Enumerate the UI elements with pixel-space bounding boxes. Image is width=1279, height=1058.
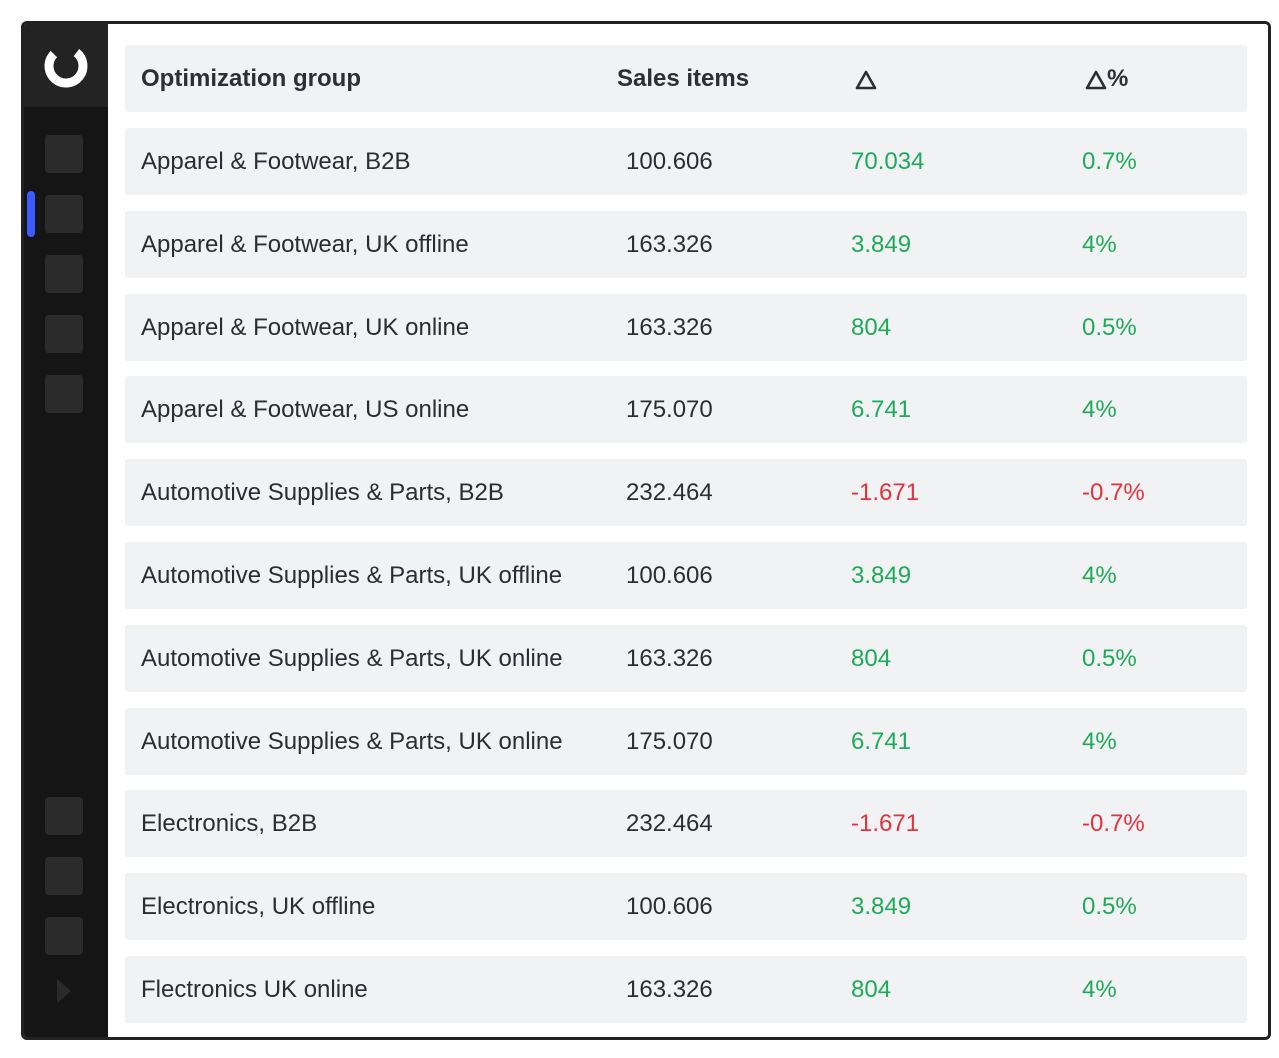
table-row[interactable]: Apparel & Footwear, UK offline 163.326 3.8… xyxy=(125,210,1247,278)
cell-sales-items: 175.070 xyxy=(626,727,713,755)
percent-label: % xyxy=(1107,65,1129,92)
app-window: Optimization group Sales items % Apparel… xyxy=(21,21,1271,1040)
nav-item-7[interactable] xyxy=(45,857,83,895)
table-row[interactable]: Electronics, B2B 232.464 -1.671 -0.7% xyxy=(125,790,1247,858)
cell-delta: 3.849 xyxy=(851,562,912,589)
cell-sales-items: 100.606 xyxy=(626,148,713,175)
cell-sales-items: 100.606 xyxy=(626,893,713,921)
cell-delta-percent: 0.7% xyxy=(1082,148,1137,175)
table-row[interactable]: Automotive Supplies & Parts, UK online 16… xyxy=(125,624,1247,692)
table-row[interactable]: Apparel & Footwear, B2B 100.606 70.034 0.7% xyxy=(125,128,1247,195)
cell-sales-items: 232.464 xyxy=(626,810,713,838)
nav-item-1[interactable] xyxy=(45,135,83,173)
cell-delta: -1.671 xyxy=(851,479,920,507)
nav-item-8[interactable] xyxy=(45,917,83,955)
active-nav-indicator xyxy=(27,191,35,237)
cell-sales-items: 163.326 xyxy=(626,230,713,258)
nav-item-4[interactable] xyxy=(45,315,83,353)
main-content: Optimization group Sales items % Apparel… xyxy=(108,24,1268,1037)
header-delta-percent[interactable]: % xyxy=(1085,45,1128,112)
cell-delta-percent: 4% xyxy=(1082,230,1117,258)
cell-optimization-group: Apparel & Footwear, UK offline xyxy=(141,230,469,258)
cell-delta: 3.849 xyxy=(851,230,912,258)
ring-logo-icon xyxy=(44,44,88,87)
table-row[interactable]: Flectronics UK online 163.326 804 4% xyxy=(125,956,1247,1023)
cell-delta-percent: 0.5% xyxy=(1082,644,1137,672)
table-row[interactable]: Apparel & Footwear, US online 175.070 6.74… xyxy=(125,376,1247,444)
cell-delta: 804 xyxy=(851,313,892,341)
cell-optimization-group: Automotive Supplies & Parts, UK online xyxy=(141,644,563,672)
delta-icon xyxy=(1085,70,1107,89)
cell-sales-items: 163.326 xyxy=(626,976,713,1003)
cell-delta-percent: 0.5% xyxy=(1082,313,1137,341)
table-row[interactable]: Apparel & Footwear, UK online 163.326 804 0… xyxy=(125,293,1247,361)
table-header: Optimization group Sales items % xyxy=(125,45,1247,112)
expand-arrow-icon[interactable] xyxy=(57,979,71,1003)
delta-icon xyxy=(855,70,877,89)
cell-delta-percent: -0.7% xyxy=(1082,810,1145,838)
cell-sales-items: 232.464 xyxy=(626,479,713,507)
cell-optimization-group: Apparel & Footwear, B2B xyxy=(141,148,411,175)
header-delta[interactable] xyxy=(855,45,877,112)
header-optimization-group[interactable]: Optimization group xyxy=(141,65,361,92)
cell-optimization-group: Electronics, B2B xyxy=(141,810,318,838)
cell-delta: 70.034 xyxy=(851,148,925,175)
cell-delta-percent: 0.5% xyxy=(1082,893,1137,921)
nav-item-2[interactable] xyxy=(45,195,83,233)
cell-delta: -1.671 xyxy=(851,810,920,838)
cell-sales-items: 175.070 xyxy=(626,396,713,424)
cell-optimization-group: Automotive Supplies & Parts, UK online xyxy=(141,727,563,755)
nav-item-5[interactable] xyxy=(45,375,83,413)
cell-optimization-group: Flectronics UK online xyxy=(141,976,368,1003)
table-row[interactable]: Automotive Supplies & Parts, UK offline 1… xyxy=(125,542,1247,609)
cell-sales-items: 100.606 xyxy=(626,562,713,589)
cell-delta-percent: 4% xyxy=(1082,562,1117,589)
table-row[interactable]: Automotive Supplies & Parts, UK online 17… xyxy=(125,707,1247,775)
table-row[interactable]: Automotive Supplies & Parts, B2B 232.464 -… xyxy=(125,459,1247,527)
cell-optimization-group: Electronics, UK offline xyxy=(141,893,376,921)
cell-delta: 6.741 xyxy=(851,396,912,424)
sidebar xyxy=(24,24,108,1037)
cell-sales-items: 163.326 xyxy=(626,313,713,341)
cell-optimization-group: Apparel & Footwear, US online xyxy=(141,396,470,424)
table-row[interactable]: Electronics, UK offline 100.606 3.849 0.5% xyxy=(125,873,1247,941)
cell-delta: 3.849 xyxy=(851,893,912,921)
cell-delta: 6.741 xyxy=(851,727,912,755)
nav-item-3[interactable] xyxy=(45,255,83,293)
cell-delta: 804 xyxy=(851,644,892,672)
logo[interactable] xyxy=(24,24,108,107)
cell-delta-percent: -0.7% xyxy=(1082,479,1145,507)
cell-delta-percent: 4% xyxy=(1082,396,1117,424)
cell-optimization-group: Automotive Supplies & Parts, UK offline xyxy=(141,562,563,589)
cell-optimization-group: Apparel & Footwear, UK online xyxy=(141,313,470,341)
cell-optimization-group: Automotive Supplies & Parts, B2B xyxy=(141,479,504,507)
cell-delta: 804 xyxy=(851,976,892,1003)
cell-delta-percent: 4% xyxy=(1082,976,1117,1003)
cell-sales-items: 163.326 xyxy=(626,644,713,672)
header-sales-items[interactable]: Sales items xyxy=(617,65,750,92)
cell-delta-percent: 4% xyxy=(1082,727,1117,755)
nav-item-6[interactable] xyxy=(45,797,83,835)
